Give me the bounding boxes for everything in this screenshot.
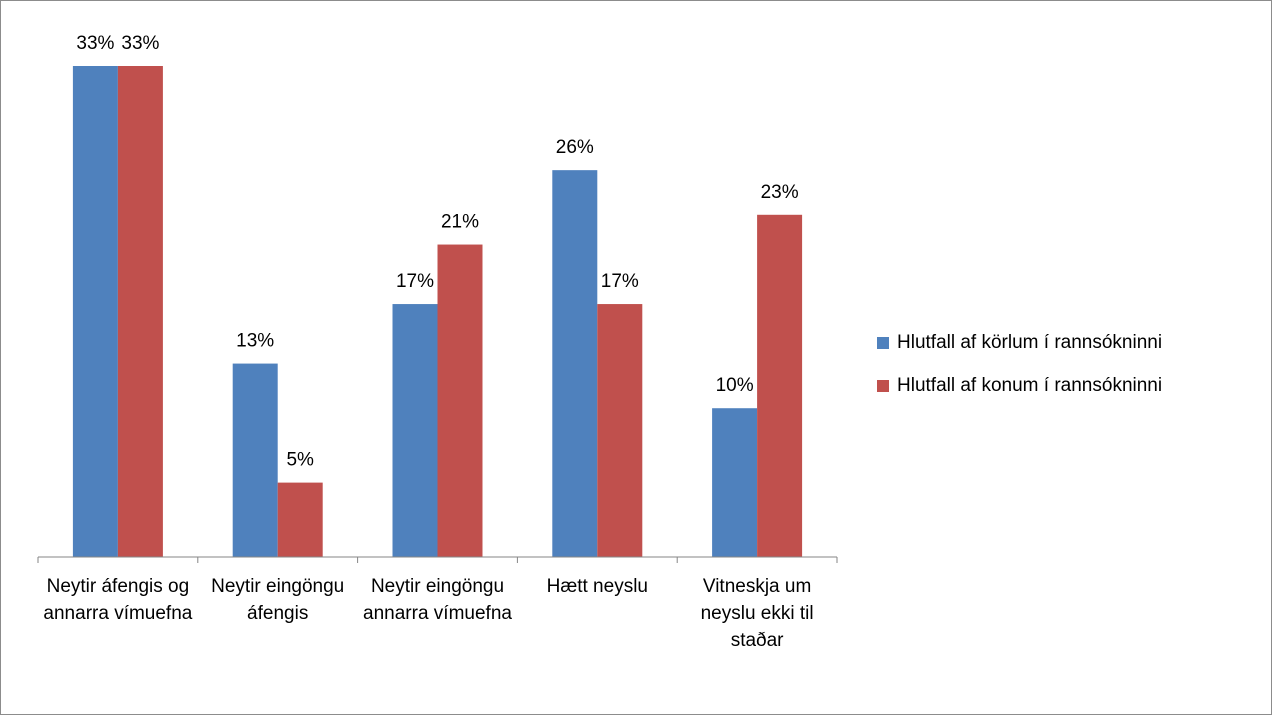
x-tick-label: Vitneskja um neyslu ekki til staðar — [700, 576, 814, 651]
data-label: 5% — [286, 450, 314, 471]
legend-swatch — [877, 337, 889, 349]
data-label: 33% — [76, 33, 114, 54]
data-label: 23% — [761, 182, 799, 203]
data-label: 21% — [441, 212, 479, 233]
data-label: 13% — [236, 331, 274, 352]
data-label: 10% — [716, 375, 754, 396]
bar — [552, 170, 598, 557]
legend-label: Hlutfall af konum í rannsókninni — [897, 375, 1162, 396]
x-tick-label: Neytir áfengis og annarra vímuefna — [43, 576, 193, 624]
x-tick-label: Neytir eingöngu áfengis — [211, 576, 345, 624]
bar — [597, 304, 643, 557]
bar — [277, 482, 323, 557]
data-label: 26% — [556, 137, 594, 158]
bar — [437, 244, 483, 557]
data-label: 33% — [121, 33, 159, 54]
x-tick-label: Hætt neyslu — [546, 576, 648, 597]
bar — [232, 363, 278, 557]
bar — [712, 408, 758, 557]
legend-label: Hlutfall af körlum í rannsókninni — [897, 332, 1162, 353]
bar — [757, 214, 803, 557]
legend-swatch — [877, 380, 889, 392]
bar — [392, 304, 438, 557]
bar — [72, 66, 118, 557]
data-label: 17% — [396, 271, 434, 292]
bar — [117, 66, 163, 557]
x-tick-label: Neytir eingöngu annarra vímuefna — [363, 576, 512, 624]
data-label: 17% — [601, 271, 639, 292]
